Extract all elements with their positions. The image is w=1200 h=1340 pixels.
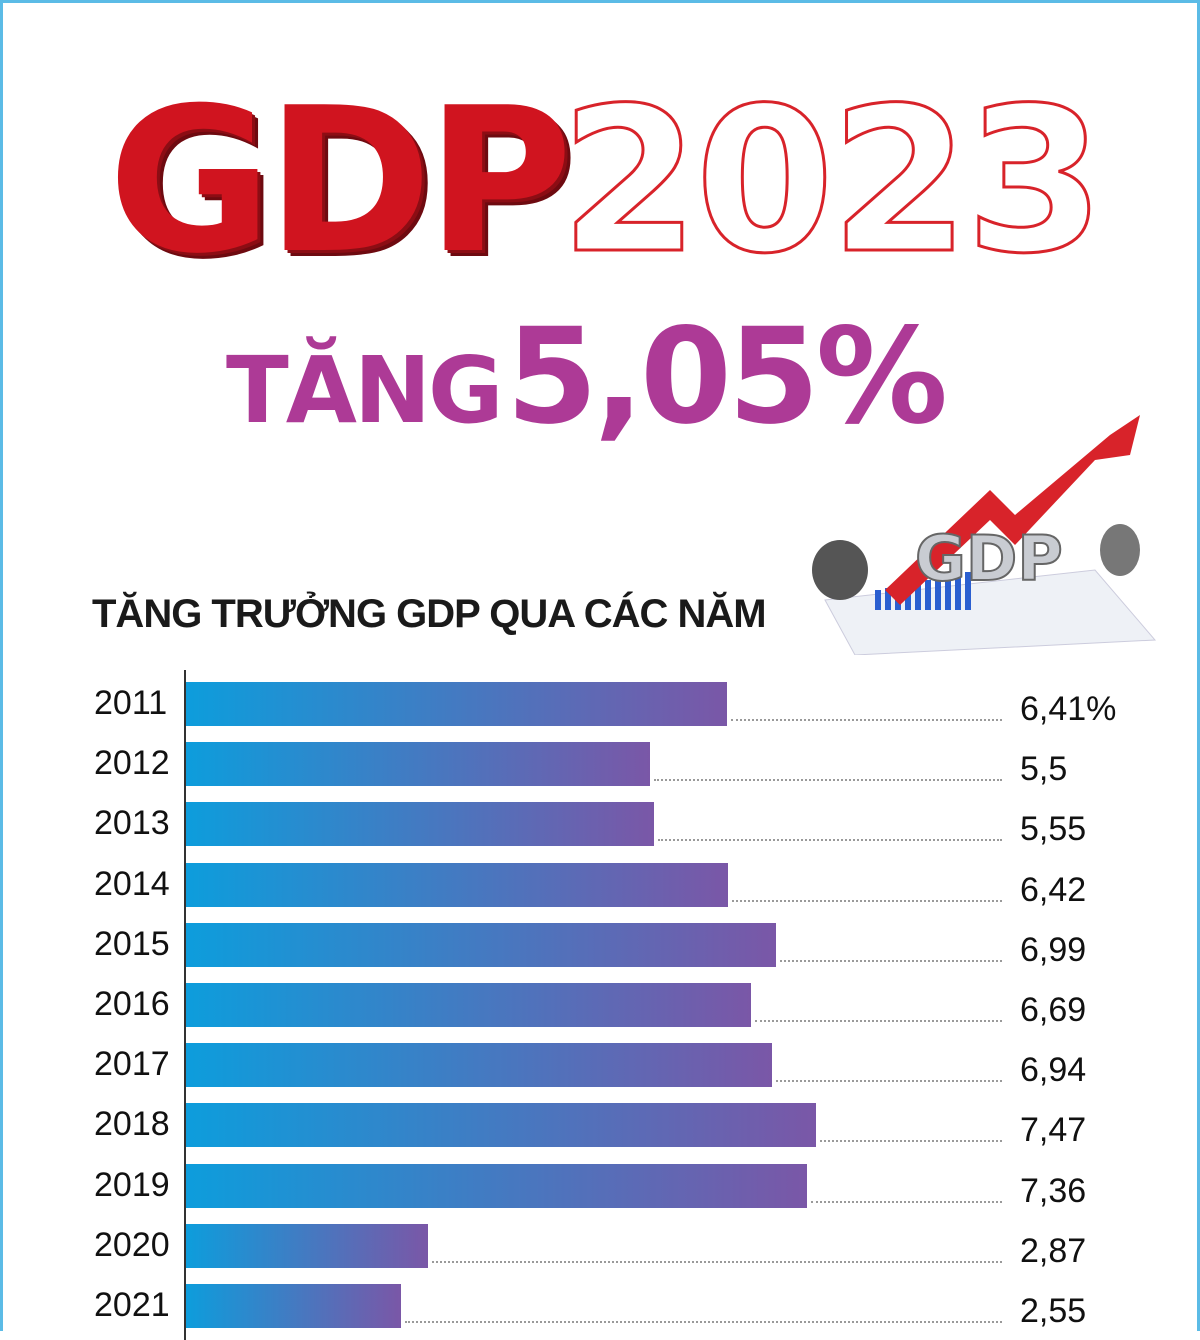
value-label: 7,47 [1020, 1111, 1087, 1150]
year-label: 2016 [94, 985, 170, 1023]
chart-title: TĂNG TRƯỞNG GDP QUA CÁC NĂM [92, 592, 767, 636]
leader-dots [405, 1321, 1002, 1323]
gdp-growth-illustration: GDP [812, 415, 1157, 655]
value-label: 6,69 [1020, 991, 1087, 1029]
value-label: 7,36 [1020, 1171, 1087, 1210]
y-axis-line [184, 670, 186, 1340]
leader-dots [754, 1020, 1002, 1022]
year-label: 2021 [94, 1286, 170, 1324]
bar-2020 [186, 1223, 429, 1268]
year-label: 2017 [94, 1045, 170, 1084]
growth-prefix: TĂNG [226, 337, 503, 444]
bar-2011 [186, 682, 727, 726]
year-label: 2018 [94, 1105, 170, 1144]
value-label: 5,55 [1020, 810, 1087, 849]
title-year: 2023 [559, 65, 1107, 298]
year-label: 2012 [94, 744, 170, 783]
bar-2017 [186, 1043, 772, 1088]
growth-value: 5,05% [506, 300, 948, 454]
bar-2019 [186, 1163, 808, 1208]
year-label: 2014 [94, 864, 170, 903]
bar-2014 [186, 862, 728, 907]
paper-roll-right [1100, 524, 1140, 576]
value-label: 6,41% [1020, 690, 1117, 728]
value-label: 5,5 [1020, 750, 1068, 789]
bar-2012 [186, 742, 651, 787]
bar-2013 [186, 802, 655, 847]
growth-headline: TĂNG 5,05% [226, 300, 948, 454]
leader-dots [779, 959, 1002, 962]
leader-dots [775, 1080, 1002, 1083]
bar-2015 [186, 922, 776, 967]
year-label: 2020 [94, 1225, 170, 1264]
leader-dots [820, 1140, 1002, 1143]
leader-dots [731, 899, 1002, 902]
bar-2018 [186, 1103, 817, 1148]
value-label: 2,87 [1020, 1231, 1087, 1270]
value-label: 2,55 [1020, 1292, 1087, 1330]
leader-dots [731, 719, 1002, 721]
year-label: 2015 [94, 924, 170, 963]
bar-2021 [186, 1284, 402, 1328]
year-label: 2011 [94, 684, 168, 722]
red-arrow-icon [885, 415, 1140, 605]
illustration-label: GDP [915, 522, 1063, 595]
year-label: 2019 [94, 1165, 170, 1204]
leader-dots [658, 839, 1002, 842]
value-label: 6,94 [1020, 1051, 1087, 1090]
leader-dots [811, 1200, 1002, 1203]
bar-2016 [186, 983, 751, 1027]
value-label: 6,99 [1020, 930, 1087, 969]
paper-roll-left [812, 540, 868, 600]
value-label: 6,42 [1020, 870, 1087, 909]
leader-dots [654, 779, 1002, 782]
leader-dots [432, 1260, 1002, 1263]
title-gdp: GDP [108, 65, 573, 298]
year-label: 2013 [94, 804, 170, 843]
